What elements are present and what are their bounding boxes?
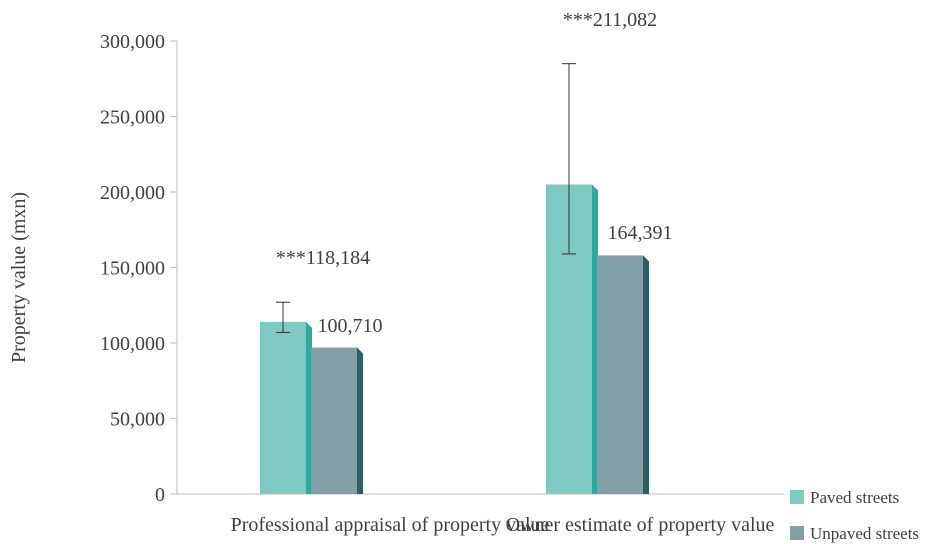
x-axis: Professional appraisal of property value… — [177, 493, 784, 536]
data-labels: ***118,184 ***211,082 100,710 164,391 — [276, 9, 673, 337]
legend: Paved streets Unpaved streets — [790, 488, 919, 543]
legend-label: Unpaved streets — [810, 524, 919, 543]
y-axis: 0 50,000 100,000 150,000 200,000 250,000 300,0… — [8, 31, 178, 506]
x-tick-label: Owner estimate of property value — [506, 514, 775, 536]
bar-side — [357, 347, 363, 494]
x-tick-label: Professional appraisal of property value — [231, 514, 550, 536]
bar-side — [643, 255, 649, 494]
y-tick-label: 100,000 — [100, 333, 165, 355]
y-tick-label: 0 — [155, 484, 165, 506]
data-label: 100,710 — [318, 315, 383, 337]
bar-side — [306, 321, 312, 494]
data-label: 164,391 — [608, 222, 673, 244]
data-label: ***211,082 — [563, 9, 657, 31]
y-axis-title: Property value (mxn) — [8, 192, 30, 363]
y-tick-label: 300,000 — [100, 31, 165, 53]
y-tick-label: 200,000 — [100, 182, 165, 204]
bar — [260, 321, 306, 494]
data-label: ***118,184 — [276, 247, 370, 269]
bar — [311, 347, 357, 494]
bar-side — [592, 184, 598, 494]
legend-label: Paved streets — [810, 488, 899, 507]
y-tick-label: 150,000 — [100, 258, 165, 280]
legend-swatch — [790, 526, 804, 540]
bars — [260, 63, 649, 494]
y-tick-label: 50,000 — [110, 409, 165, 431]
legend-swatch — [790, 490, 804, 504]
bar — [597, 255, 643, 494]
y-tick-label: 250,000 — [100, 107, 165, 129]
